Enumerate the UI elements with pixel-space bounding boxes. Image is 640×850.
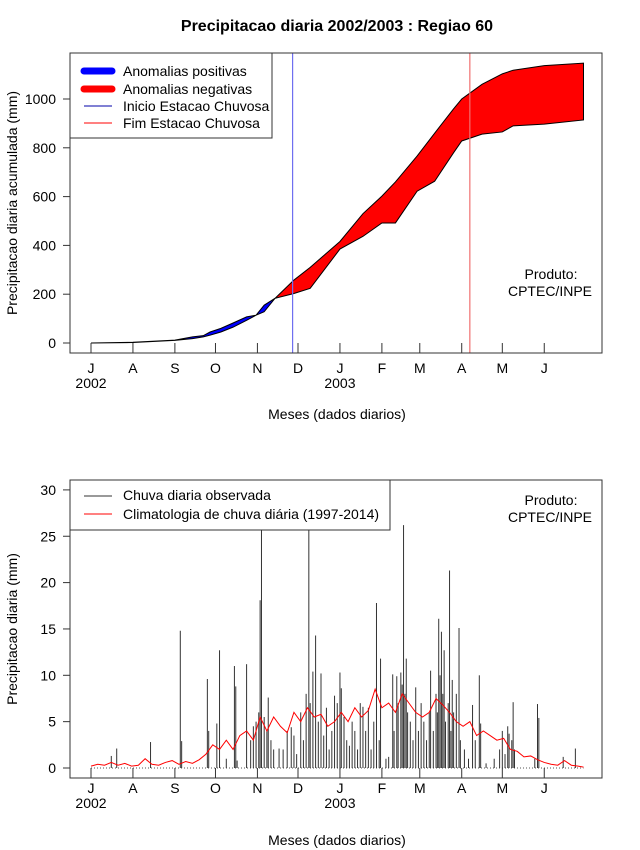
x-tick-label: S [170,360,179,376]
y-tick-label: 400 [33,237,57,253]
legend: Anomalias positivas Anomalias negativas … [69,52,273,139]
x-tick-label: F [378,780,387,796]
x-tick-label: S [170,780,179,796]
observed-bars [91,480,584,769]
product-source: CPTEC/INPE [508,283,592,299]
x-tick-label: J [336,780,343,796]
product-label: Produto: [525,266,578,282]
y-tick-label: 0 [48,760,56,776]
y-tick-label: 10 [40,667,56,683]
plot-frame [69,52,603,354]
x-tick-label: J [88,780,95,796]
x-tick-label: M [496,780,508,796]
x-tick-label: J [541,780,548,796]
product-label: Produto: [525,492,578,508]
year-label: 2002 [75,795,106,811]
legend-box [69,479,391,531]
x-tick-label: A [457,780,467,796]
x-tick-label: F [378,360,387,376]
x-tick-label: O [210,360,221,376]
x-tick-label: M [414,360,426,376]
y-tick-label: 600 [33,189,57,205]
x-tick-label: A [128,360,138,376]
legend: Chuva diaria observada Climatologia de c… [69,479,391,531]
y-tick-label: 1000 [25,91,56,107]
x-axis-label: Meses (dados diarios) [268,406,406,422]
x-tick-label: O [210,780,221,796]
legend-label: Climatologia de chuva diária (1997-2014) [123,506,379,522]
negative-anomaly-area [273,62,584,300]
x-axis-label: Meses (dados diarios) [268,832,406,848]
legend-label: Anomalias negativas [123,81,252,97]
legend-label: Chuva diaria observada [123,487,271,503]
y-tick-label: 800 [33,140,57,156]
y-tick-label: 200 [33,286,57,302]
y-tick-label: 5 [48,714,56,730]
anomaly-areas [90,62,584,344]
year-label: 2003 [324,795,355,811]
y-axis-label: Precipitacao diaria (mm) [4,553,20,705]
y-tick-label: 25 [40,528,56,544]
y-tick-label: 30 [40,482,56,498]
y-tick-label: 0 [48,335,56,351]
x-tick-label: J [541,360,548,376]
legend-box [69,52,273,139]
product-source: CPTEC/INPE [508,509,592,525]
climatology-line [90,687,584,768]
x-tick-label: M [414,780,426,796]
positive-anomaly-area [90,297,276,344]
x-tick-label: A [457,360,467,376]
x-tick-label: M [496,360,508,376]
x-tick-label: J [88,360,95,376]
legend-label: Inicio Estacao Chuvosa [123,98,270,114]
legend-label: Fim Estacao Chuvosa [123,115,260,131]
x-tick-label: D [293,780,303,796]
x-tick-label: N [252,780,262,796]
legend-label: Anomalias positivas [123,63,247,79]
x-tick-label: J [336,360,343,376]
x-tick-label: A [128,780,138,796]
y-tick-label: 20 [40,575,56,591]
y-axis-label: Precipitacao diaria acumulada (mm) [4,91,20,315]
year-label: 2002 [75,375,106,391]
y-tick-label: 15 [40,621,56,637]
x-tick-label: D [293,360,303,376]
x-tick-label: N [252,360,262,376]
chart-title: Precipitacao diaria 2002/2003 : Regiao 6… [181,18,493,35]
year-label: 2003 [324,375,355,391]
